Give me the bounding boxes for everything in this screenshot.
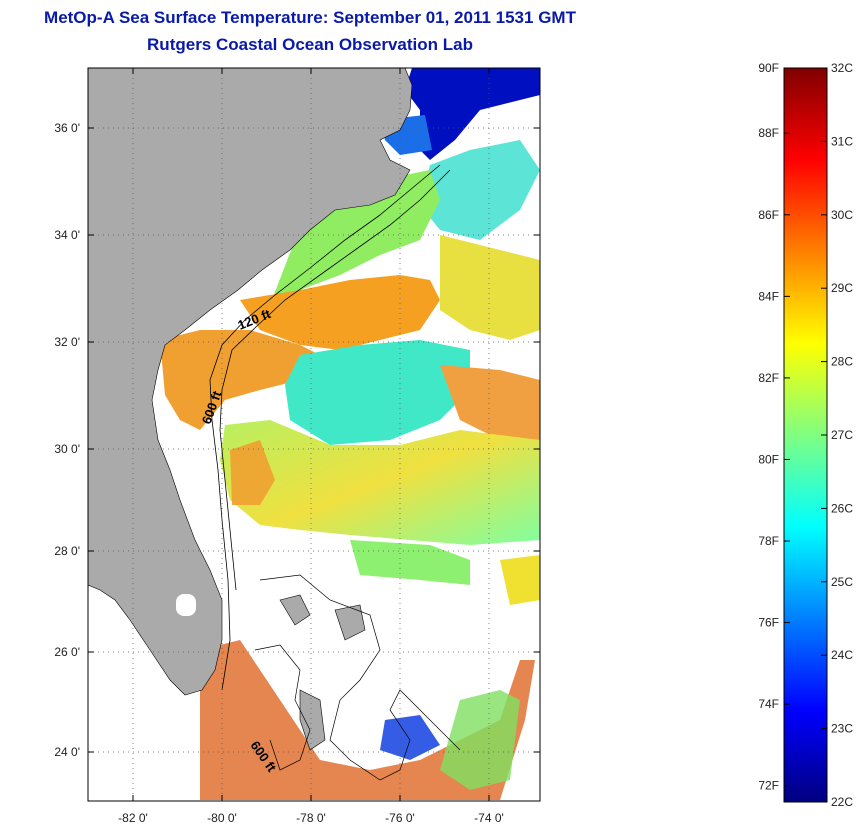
sst-patch-green-bahamas bbox=[440, 690, 520, 790]
lat-label-32: 32 0' bbox=[54, 335, 80, 349]
colorbar-label-f: 84F bbox=[758, 289, 779, 303]
lat-label-26: 26 0' bbox=[54, 645, 80, 659]
lat-label-24: 24 0' bbox=[54, 745, 80, 759]
contour-120ft bbox=[209, 164, 441, 691]
sst-patch-cyan-shelf bbox=[420, 140, 540, 240]
sst-patch-green-nearshore bbox=[270, 170, 440, 305]
colorbar-label-c: 30C bbox=[831, 208, 853, 222]
sst-map: 120 ft 600 ft 600 ft bbox=[54, 67, 541, 825]
colorbar-label-f: 90F bbox=[758, 61, 779, 75]
colorbar-label-f: 82F bbox=[758, 371, 779, 385]
sst-patch-orange-south bbox=[230, 440, 275, 505]
colorbar-label-c: 24C bbox=[831, 648, 853, 662]
colorbar-label-f: 76F bbox=[758, 616, 779, 630]
bahamas-land bbox=[279, 594, 366, 751]
colorbar-label-f: 80F bbox=[758, 452, 779, 466]
colorbar-ticks bbox=[784, 67, 827, 803]
lat-label-28: 28 0' bbox=[54, 544, 80, 558]
sst-patch-yellow-south bbox=[220, 420, 540, 545]
colorbar-celsius-labels: 32C 31C 30C 29C 28C 27C 26C 25C 24C 23C 22C bbox=[831, 61, 853, 809]
colorbar-label-c: 27C bbox=[831, 428, 853, 442]
sst-patch-orange-coastal bbox=[160, 330, 330, 430]
colorbar-fahrenheit-labels: 90F 88F 86F 84F 82F 80F 78F 76F 74F 72F bbox=[758, 61, 779, 793]
map-subtitle: Rutgers Coastal Ocean Observation Lab bbox=[147, 35, 473, 54]
map-field: 120 ft 600 ft 600 ft bbox=[88, 68, 540, 801]
sst-patch-cyan-central bbox=[285, 340, 470, 445]
contour-600ft bbox=[219, 169, 451, 591]
colorbar-label-c: 31C bbox=[831, 134, 853, 148]
colorbar-label-f: 78F bbox=[758, 534, 779, 548]
colorbar-label-f: 88F bbox=[758, 126, 779, 140]
colorbar-label-f: 72F bbox=[758, 779, 779, 793]
lon-label-80: -80 0' bbox=[207, 811, 237, 825]
colorbar-label-c: 26C bbox=[831, 501, 853, 515]
lon-label-76: -76 0' bbox=[385, 811, 415, 825]
sst-patch-cold-north bbox=[405, 68, 540, 160]
lon-label-78: -78 0' bbox=[296, 811, 326, 825]
colorbar-label-c: 32C bbox=[831, 61, 853, 75]
sst-patch-green-band bbox=[350, 540, 470, 585]
lon-label-82: -82 0' bbox=[118, 811, 148, 825]
lat-label-30: 30 0' bbox=[54, 442, 80, 456]
contour-bahamas-bank-2 bbox=[254, 644, 311, 771]
sst-patch-orange-east bbox=[440, 365, 540, 440]
colorbar: 90F 88F 86F 84F 82F 80F 78F 76F 74F 72F 32C 31C 30C… bbox=[758, 61, 853, 809]
land-us-florida bbox=[88, 68, 413, 696]
colorbar-label-c: 23C bbox=[831, 722, 853, 736]
colorbar-label-c: 28C bbox=[831, 355, 853, 369]
axis-ticks bbox=[88, 68, 540, 801]
colorbar-strip bbox=[783, 67, 828, 803]
lake-okeechobee bbox=[176, 594, 196, 616]
lat-label-34: 34 0' bbox=[54, 228, 80, 242]
contour-bahamas-bank bbox=[259, 574, 461, 781]
sst-patch-blue-bahamas bbox=[380, 715, 440, 760]
sst-patch-orange-gulfstream bbox=[240, 275, 440, 350]
lat-label-36: 36 0' bbox=[54, 121, 80, 135]
colorbar-label-c: 22C bbox=[831, 795, 853, 809]
sst-patch-yellow-southeast bbox=[500, 555, 540, 605]
graticule bbox=[88, 68, 540, 801]
lon-label-74: -74 0' bbox=[474, 811, 504, 825]
colorbar-label-f: 86F bbox=[758, 208, 779, 222]
map-title: MetOp-A Sea Surface Temperature: Septemb… bbox=[44, 8, 576, 27]
colorbar-label-c: 29C bbox=[831, 281, 853, 295]
sst-patch-yellow-east bbox=[440, 235, 540, 340]
colorbar-label-c: 25C bbox=[831, 575, 853, 589]
map-frame bbox=[87, 67, 541, 802]
colorbar-label-f: 74F bbox=[758, 697, 779, 711]
